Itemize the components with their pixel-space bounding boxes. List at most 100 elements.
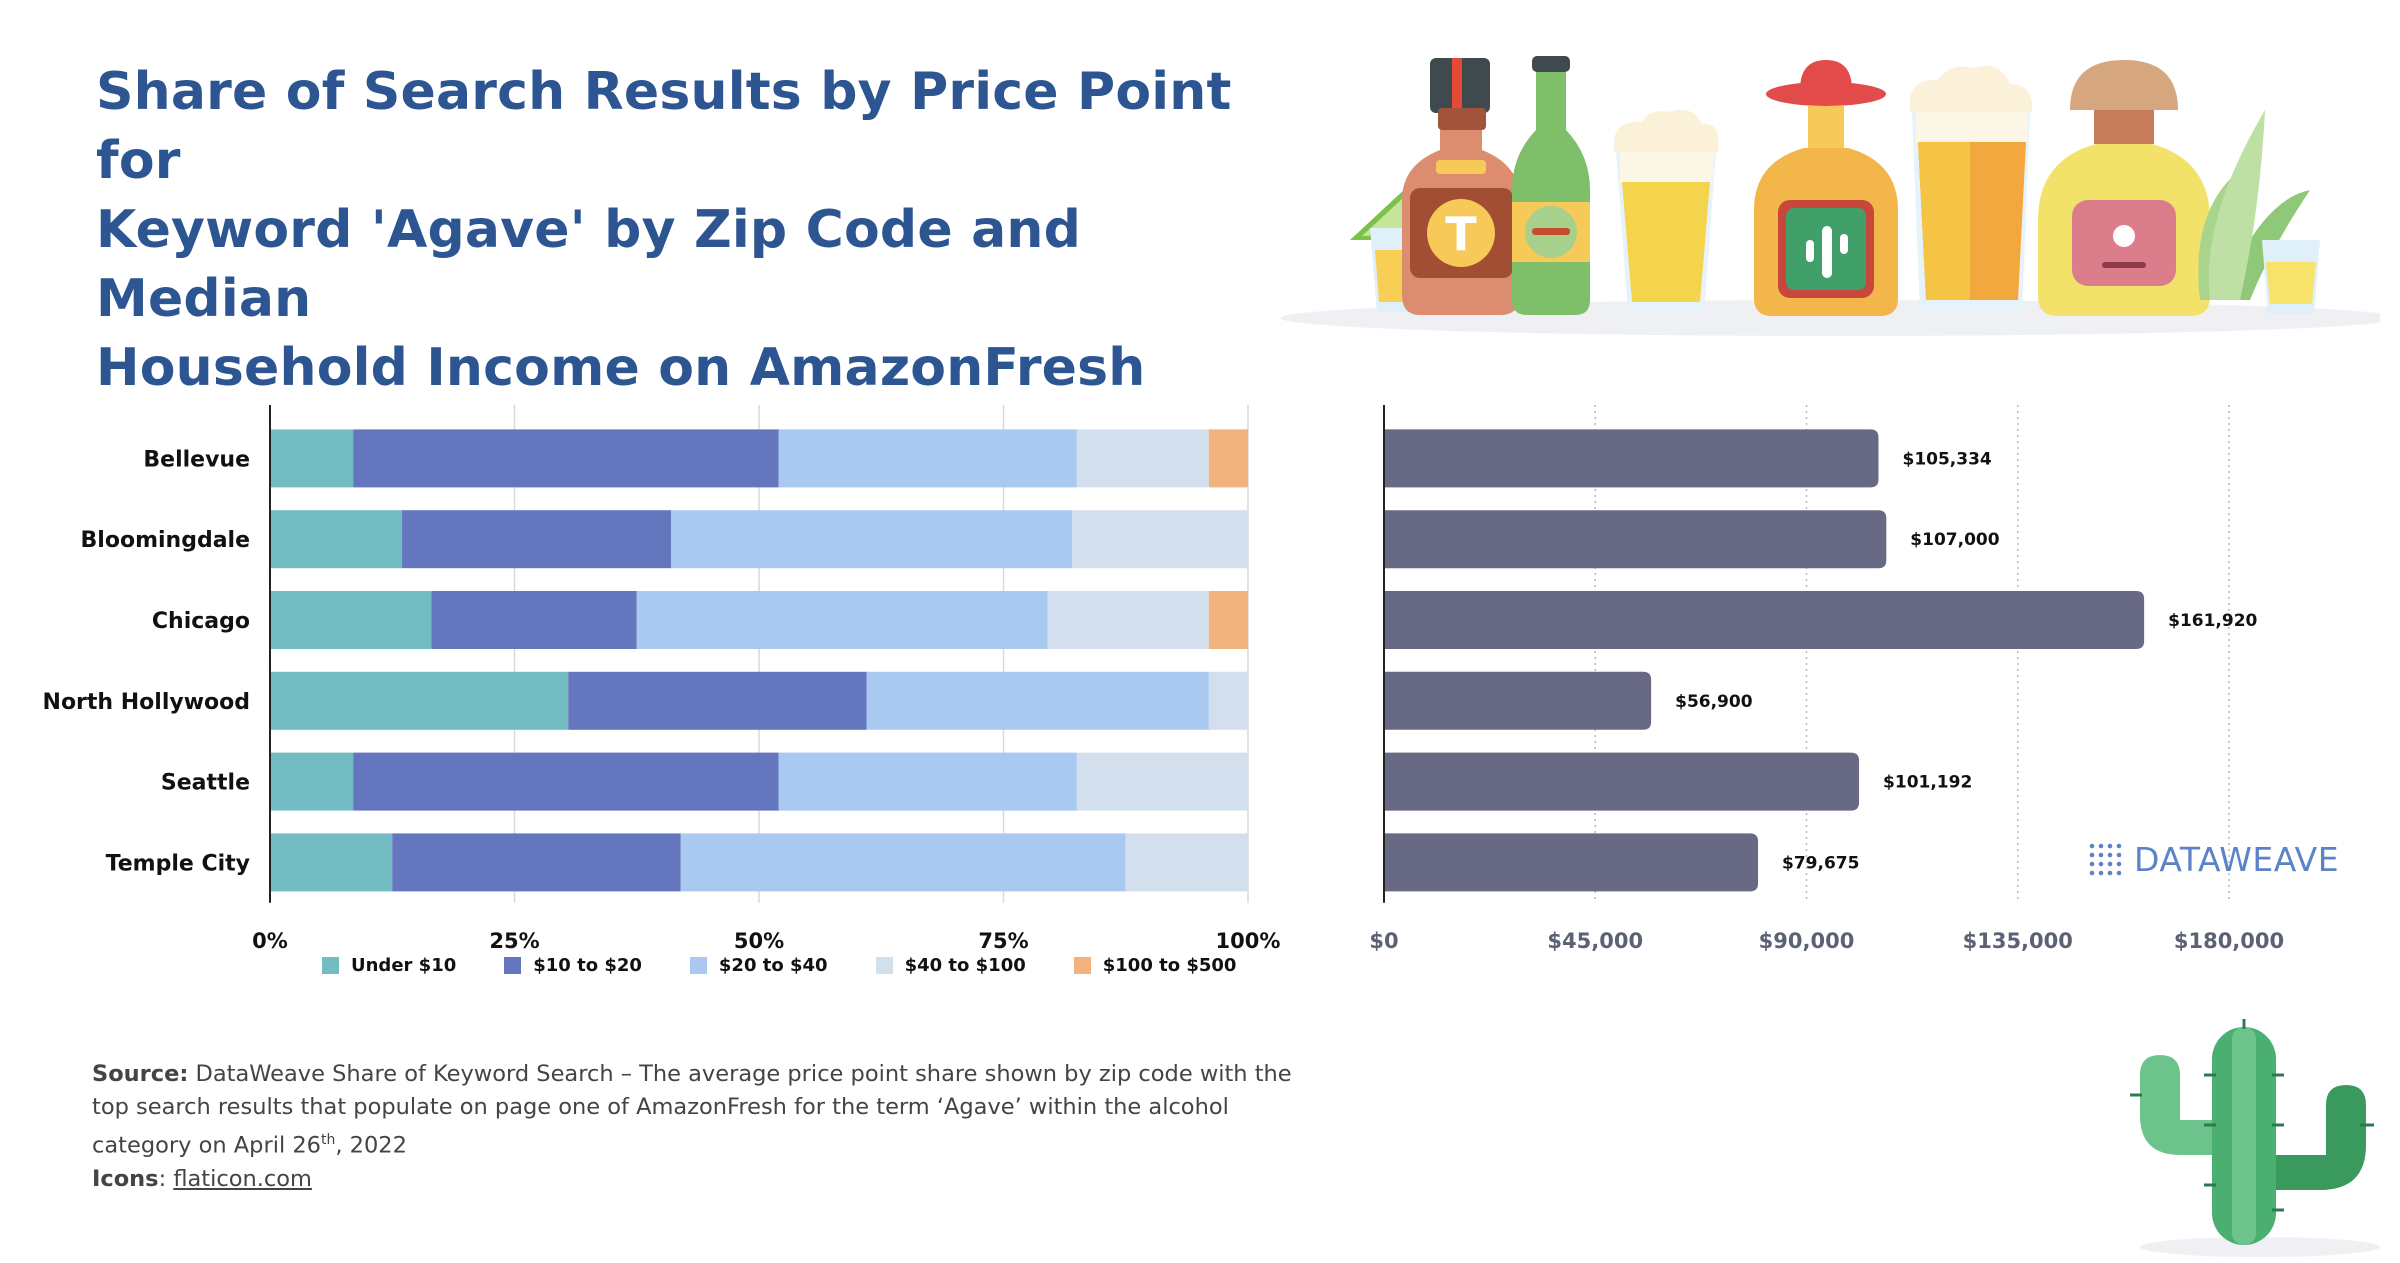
percent-gridlines xyxy=(513,405,1249,903)
x-tick-label: $45,000 xyxy=(1547,929,1643,953)
x-tick-label: $90,000 xyxy=(1759,929,1855,953)
bar-segment xyxy=(270,510,403,569)
bar-segment xyxy=(353,429,779,488)
y-tick-label: Temple City xyxy=(106,851,250,876)
legend-label: $20 to $40 xyxy=(718,955,828,976)
bar-segment xyxy=(270,833,393,892)
y-tick-label: Chicago xyxy=(152,609,250,634)
bar-segment xyxy=(1076,429,1209,488)
legend-swatch xyxy=(689,957,707,974)
percent-axis: 0% 25% 50% 75% 100% Bellevue Bloomingdale Chica… xyxy=(43,405,1281,953)
x-tick-label: 0% xyxy=(252,929,288,953)
legend: Under $10 $10 to $20 $20 to $40 $40 to $… xyxy=(322,955,1284,976)
mezcal-bottle-icon xyxy=(2038,60,2210,316)
y-tick-label: Bloomingdale xyxy=(81,528,250,553)
dataweave-dots-icon xyxy=(2089,843,2122,875)
legend-swatch xyxy=(322,957,339,974)
title-line: Keyword 'Agave' by Zip Code and Median xyxy=(96,200,1082,329)
source-note: Source: DataWeave Share of Keyword Searc… xyxy=(92,1058,1292,1196)
brand-name: DATAWEAVE xyxy=(2134,840,2340,879)
source-sup: th xyxy=(320,1132,336,1148)
bar-segment xyxy=(270,752,354,811)
y-tick-label: Bellevue xyxy=(143,447,250,472)
income-bar xyxy=(1384,510,1887,569)
beer-mug-icon xyxy=(1909,66,2033,312)
legend-swatch xyxy=(504,957,522,974)
beer-glass-icon xyxy=(1613,109,1719,312)
bar-segment xyxy=(270,429,354,488)
bar-segment xyxy=(568,671,867,730)
legend-label: $10 to $20 xyxy=(533,955,642,976)
legend-item-100-to-500: $100 to $500 xyxy=(1073,955,1237,976)
dataweave-logo: DATAWEAVE xyxy=(2088,840,2339,879)
bar-segment xyxy=(670,510,1072,569)
tequila-bottle-icon xyxy=(1754,60,1898,316)
source-text: DataWeave Share of Keyword Search – The … xyxy=(92,1061,1292,1159)
bar-segment xyxy=(636,591,1048,649)
bar-segment xyxy=(353,752,779,811)
title-line: Household Income on AmazonFresh xyxy=(96,338,1146,398)
legend-item-20-to-40: $20 to $40 xyxy=(689,955,828,976)
flaticon-link[interactable]: flaticon.com xyxy=(173,1165,312,1192)
shot-glass-icon xyxy=(2262,240,2320,314)
income-gridlines xyxy=(1594,405,2230,903)
income-axis: $0 $45,000 $90,000 $135,000 $180,000 xyxy=(1369,405,2284,953)
x-tick-label: $135,000 xyxy=(1963,929,2073,953)
bar-segment xyxy=(1125,833,1248,892)
legend-swatch xyxy=(1073,957,1091,974)
y-tick-label: Seattle xyxy=(161,771,250,796)
bar-segment xyxy=(680,833,1126,892)
legend-label: $40 to $100 xyxy=(904,955,1026,976)
x-tick-label: 50% xyxy=(734,929,784,953)
x-tick-label: $0 xyxy=(1369,929,1398,953)
stacked-bar-chart xyxy=(270,429,1248,892)
bar-segment xyxy=(392,833,681,892)
bar-segment xyxy=(270,591,432,649)
income-bar xyxy=(1384,833,1759,892)
income-bar xyxy=(1384,671,1652,730)
title-line: Share of Search Results by Price Point f… xyxy=(96,62,1232,191)
beer-bottle-icon xyxy=(1512,56,1590,315)
bar-segment xyxy=(402,510,671,569)
bar-segment xyxy=(778,429,1077,488)
icons-label: Icons xyxy=(92,1165,159,1192)
liquor-bottle-icon: T xyxy=(1402,58,1520,315)
drinks-illustration: T xyxy=(1280,56,2380,336)
x-tick-label: 100% xyxy=(1216,929,1281,953)
value-label: $79,675 xyxy=(1782,853,1859,873)
bar-segment xyxy=(866,671,1209,730)
income-bar xyxy=(1384,429,1879,488)
bar-segment xyxy=(1076,752,1248,811)
bar-segment xyxy=(431,591,637,649)
chart-title: Share of Search Results by Price Point f… xyxy=(96,58,1276,403)
legend-item-under-10: Under $10 xyxy=(322,955,456,976)
source-label: Source: xyxy=(92,1061,189,1087)
bar-segment xyxy=(270,671,569,730)
bar-segment xyxy=(778,752,1077,811)
value-label: $105,334 xyxy=(1902,449,1991,469)
svg-text:T: T xyxy=(1445,207,1477,261)
legend-item-40-to-100: $40 to $100 xyxy=(875,955,1026,976)
x-tick-label: 75% xyxy=(978,929,1028,953)
legend-label: $100 to $500 xyxy=(1102,955,1237,976)
legend-item-10-to-20: $10 to $20 xyxy=(504,955,642,976)
value-label: $161,920 xyxy=(2168,611,2257,631)
bar-segment xyxy=(1208,429,1248,488)
value-label: $107,000 xyxy=(1910,530,1999,550)
legend-swatch xyxy=(875,957,893,974)
bar-segment xyxy=(1047,591,1209,649)
value-label: $101,192 xyxy=(1883,773,1972,793)
income-bar xyxy=(1384,591,2145,649)
bar-segment xyxy=(1208,671,1248,730)
x-tick-label: 25% xyxy=(489,929,539,953)
x-tick-label: $180,000 xyxy=(2174,929,2284,953)
icons-sep: : xyxy=(158,1165,174,1192)
bar-segment xyxy=(1208,591,1248,649)
cactus-icon xyxy=(2130,1019,2380,1257)
legend-label: Under $10 xyxy=(351,955,457,976)
bar-segment xyxy=(1071,510,1248,569)
income-bar-chart: $105,334 $107,000 $161,920 $56,900 $101,192 $… xyxy=(1384,429,2258,892)
y-tick-label: North Hollywood xyxy=(43,690,250,715)
source-date: , 2022 xyxy=(335,1132,407,1159)
